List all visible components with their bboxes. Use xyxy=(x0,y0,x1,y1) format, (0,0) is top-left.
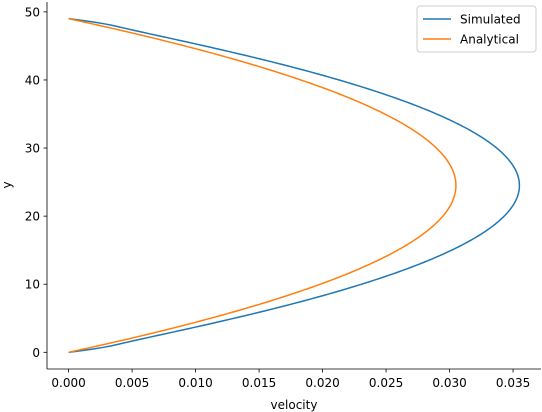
legend-label: Analytical xyxy=(460,33,519,47)
y-tick-label: 40 xyxy=(25,73,40,87)
ticks: 0.000 0.005 0.010 0.015 0.020 0.025 0.030 0.035… xyxy=(25,5,531,390)
y-tick-label: 10 xyxy=(25,278,40,292)
x-tick-label: 0.015 xyxy=(242,376,276,390)
x-tick-label: 0.005 xyxy=(115,376,149,390)
series-line-simulated xyxy=(68,17,521,354)
y-tick-label: 0 xyxy=(32,346,40,360)
y-tick-label: 30 xyxy=(25,142,40,156)
series-line-analytical xyxy=(68,17,457,354)
x-axis-label: velocity xyxy=(271,398,318,412)
y-tick-label: 50 xyxy=(25,5,40,19)
x-tick-label: 0.030 xyxy=(432,376,466,390)
y-tick-label: 20 xyxy=(25,210,40,224)
legend: Simulated Analytical xyxy=(416,5,537,53)
x-tick-label: 0.035 xyxy=(496,376,530,390)
legend-label: Simulated xyxy=(460,13,521,27)
x-tick-label: 0.010 xyxy=(178,376,212,390)
series-layer xyxy=(68,17,521,354)
x-tick-label: 0.000 xyxy=(51,376,85,390)
x-tick-label: 0.020 xyxy=(305,376,339,390)
legend-box xyxy=(416,5,537,53)
plot-area xyxy=(68,17,521,354)
x-tick-label: 0.025 xyxy=(369,376,403,390)
axes xyxy=(46,2,541,370)
y-axis-label: y xyxy=(0,181,14,188)
